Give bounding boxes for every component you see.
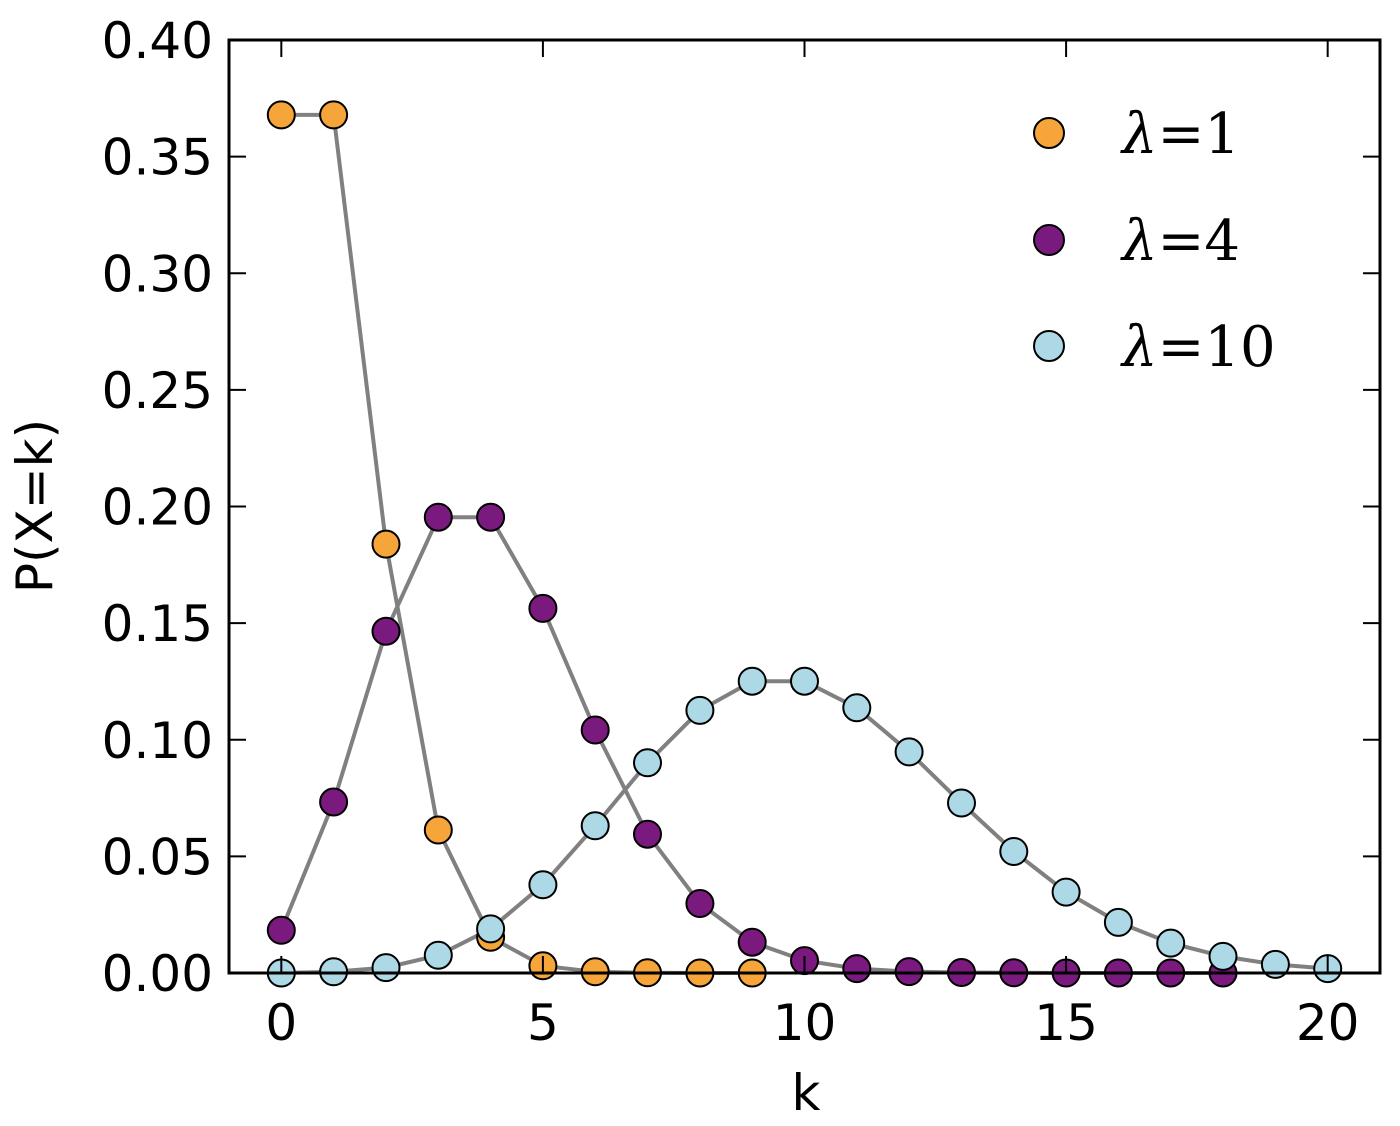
data-point — [842, 693, 872, 723]
data-point — [580, 715, 610, 745]
y-tick-label: 0.40 — [102, 12, 213, 70]
data-point — [476, 914, 506, 944]
x-tick-label: 20 — [1296, 994, 1360, 1052]
data-point — [371, 953, 401, 983]
x-tick-label: 10 — [773, 994, 837, 1052]
tick-labels-layer: 0 5 10 15 20 0.00 0.05 0.10 0.15 0.20 0.25 0.30 0.35… — [102, 12, 1360, 1052]
legend-item-1: λ=4 — [1033, 209, 1240, 274]
data-point — [633, 748, 662, 778]
data-point — [737, 927, 767, 957]
y-tick-label: 0.15 — [102, 595, 213, 653]
plot-frame — [227, 38, 1382, 975]
data-point — [1103, 907, 1133, 937]
legend-label: λ=10 — [1120, 315, 1276, 380]
data-point — [633, 819, 662, 849]
data-point — [790, 666, 819, 696]
data-point — [1156, 928, 1186, 958]
data-point — [423, 940, 453, 970]
x-axis-label: k — [792, 1064, 821, 1122]
data-point — [476, 502, 506, 532]
data-point — [528, 593, 558, 623]
legend-marker — [1033, 330, 1065, 362]
x-tick-label: 15 — [1034, 994, 1098, 1052]
data-point — [580, 811, 610, 841]
data-point — [528, 870, 558, 900]
data-point — [1208, 941, 1238, 971]
series-0 — [281, 112, 753, 975]
y-tick-label: 0.30 — [102, 245, 213, 303]
legend-item-2: λ=10 — [1033, 315, 1276, 380]
legend: λ=1 λ=4 λ=10 — [1033, 102, 1276, 380]
data-point — [266, 100, 296, 130]
legend-item-0: λ=1 — [1033, 102, 1240, 167]
data-point — [894, 737, 924, 767]
legend-label: λ=4 — [1120, 209, 1240, 274]
x-tick-label: 0 — [265, 994, 297, 1052]
data-point — [685, 889, 715, 918]
series-points-2 — [266, 666, 1343, 988]
y-axis-label: P(X=k) — [6, 419, 64, 593]
series-line-0 — [281, 112, 753, 975]
data-point — [1051, 877, 1081, 907]
y-tick-label: 0.05 — [102, 828, 213, 886]
y-tick-label: 0.20 — [102, 479, 213, 537]
y-tick-label: 0.25 — [102, 362, 213, 420]
data-point — [319, 787, 349, 817]
data-point — [685, 695, 715, 725]
data-point — [423, 815, 453, 845]
data-point — [423, 502, 453, 532]
data-point — [371, 529, 401, 559]
x-tick-label: 5 — [527, 994, 559, 1052]
data-point — [947, 788, 976, 818]
series-points-0 — [266, 100, 767, 988]
y-tick-label: 0.35 — [102, 129, 213, 187]
data-point — [319, 100, 349, 130]
legend-marker — [1033, 224, 1065, 256]
data-point — [371, 616, 401, 646]
data-point — [999, 837, 1029, 866]
data-point — [1260, 949, 1290, 979]
y-tick-label: 0.00 — [102, 945, 213, 1003]
legend-marker — [1033, 117, 1065, 149]
ticks-layer — [229, 39, 1380, 974]
y-tick-label: 0.10 — [102, 712, 213, 770]
data-point — [266, 915, 296, 945]
legend-label: λ=1 — [1120, 102, 1240, 167]
data-point — [842, 954, 872, 984]
data-point — [737, 666, 767, 696]
